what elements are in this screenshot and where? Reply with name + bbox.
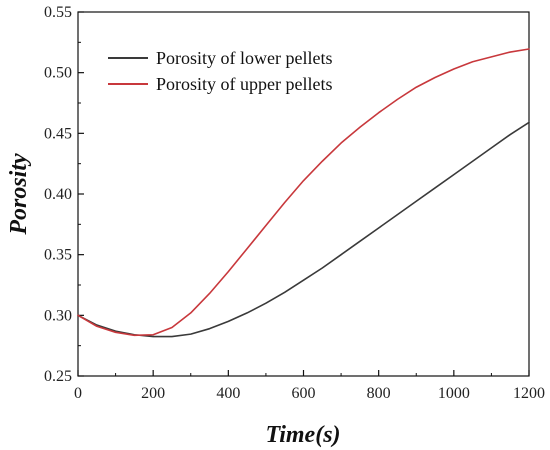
x-tick-label: 1200 xyxy=(513,385,545,402)
y-tick-label: 0.35 xyxy=(44,247,72,264)
x-tick-label: 600 xyxy=(292,385,316,402)
y-tick-label: 0.25 xyxy=(44,368,72,385)
x-tick-label: 0 xyxy=(74,385,82,402)
x-axis-ticks: 0 200 400 600 800 1000 1200 xyxy=(74,370,545,402)
series-line-lower-pellets xyxy=(77,121,530,338)
x-tick-label: 200 xyxy=(141,385,165,402)
x-tick-label: 800 xyxy=(367,385,391,402)
x-axis-title: Time(s) xyxy=(265,422,340,448)
legend-label-lower: Porosity of lower pellets xyxy=(156,48,332,68)
y-axis-ticks: 0.25 0.30 0.35 0.40 0.45 0.50 0.55 xyxy=(44,4,84,385)
y-tick-label: 0.30 xyxy=(44,307,72,324)
y-tick-label: 0.40 xyxy=(44,186,72,203)
series-lines xyxy=(77,48,530,338)
series-line-upper-pellets xyxy=(77,48,530,337)
x-tick-label: 1000 xyxy=(438,385,470,402)
y-tick-label: 0.55 xyxy=(44,4,72,21)
y-tick-label: 0.50 xyxy=(44,65,72,82)
y-axis-title: Porosity xyxy=(6,153,32,236)
x-tick-label: 400 xyxy=(216,385,240,402)
legend-label-upper: Porosity of upper pellets xyxy=(156,74,332,94)
legend: Porosity of lower pellets Porosity of up… xyxy=(108,48,332,94)
y-tick-label: 0.45 xyxy=(44,125,72,142)
